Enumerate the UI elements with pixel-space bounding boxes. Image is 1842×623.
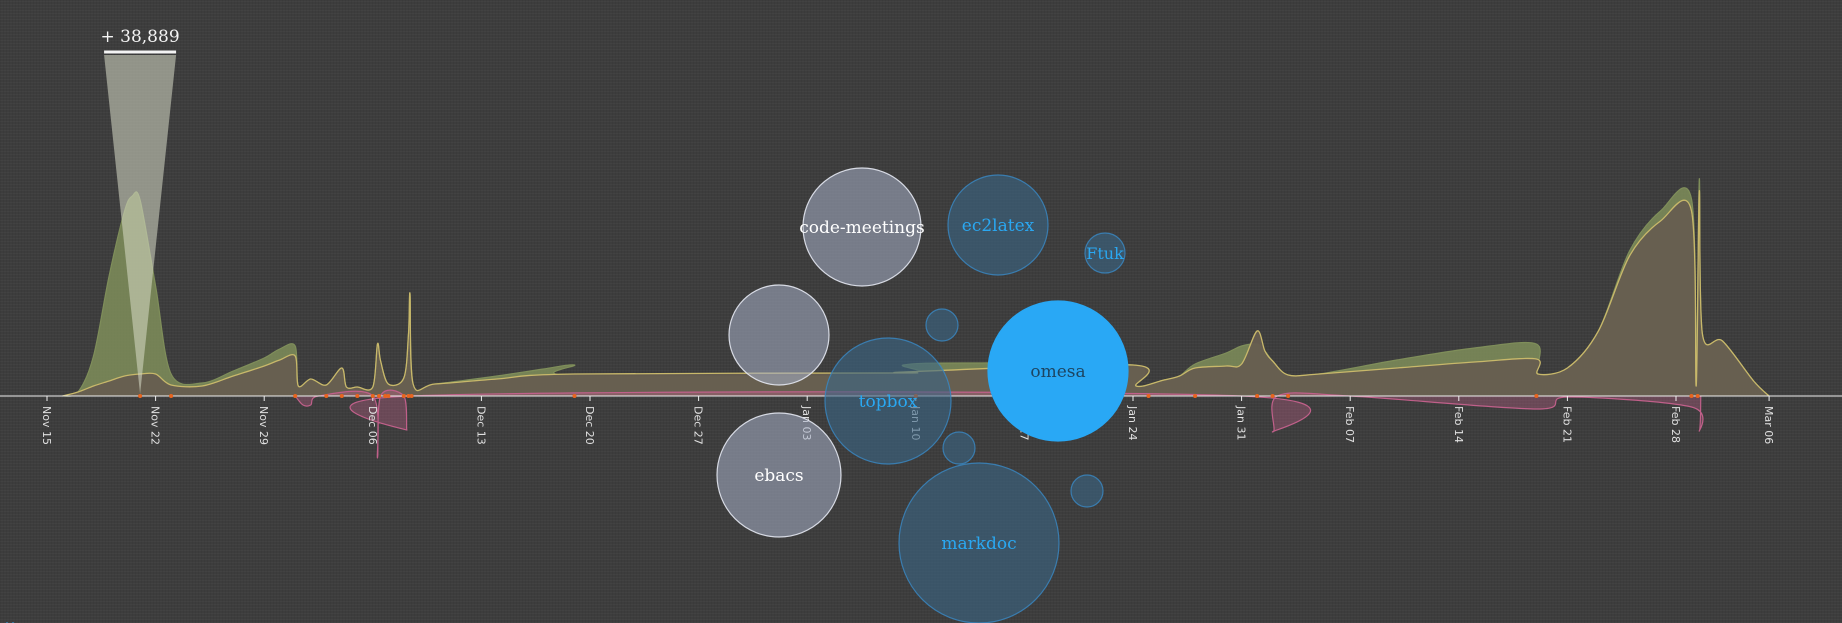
event-marker xyxy=(169,394,174,398)
area-fill-base-tan xyxy=(62,190,1770,396)
spike-highlight: + 38,889 xyxy=(101,27,180,394)
bubble-unlabeled[interactable] xyxy=(1070,474,1104,508)
event-marker xyxy=(355,394,360,398)
bubble-label-omesa: omesa xyxy=(1030,362,1085,382)
event-marker xyxy=(1193,394,1198,398)
spike-label: + 38,889 xyxy=(101,27,180,47)
event-marker xyxy=(1255,394,1260,398)
tick-label: Dec 27 xyxy=(692,406,705,445)
bubble-markdoc[interactable] xyxy=(898,462,1060,623)
corner-indicator xyxy=(4,615,18,623)
event-marker xyxy=(339,394,344,398)
event-marker xyxy=(324,394,329,398)
tick-label: Nov 29 xyxy=(257,406,270,445)
bubble-label-markdoc: markdoc xyxy=(941,534,1016,554)
bubble-label-topbox: topbox xyxy=(859,392,918,412)
bubble-ec2latex[interactable] xyxy=(947,174,1049,276)
event-marker xyxy=(377,394,381,398)
bubble-omesa[interactable] xyxy=(987,300,1129,442)
tick-label: Feb 07 xyxy=(1343,406,1356,443)
event-marker xyxy=(1689,394,1694,398)
bubble-ebacs[interactable] xyxy=(716,412,842,538)
bubble-label-ebacs: ebacs xyxy=(754,466,803,486)
tick-label: Mar 06 xyxy=(1762,406,1775,444)
tick-label: Feb 21 xyxy=(1560,406,1573,443)
tick-label: Feb 14 xyxy=(1452,406,1465,443)
tick-label: Nov 22 xyxy=(149,406,162,445)
bubble-label-Ftuk: Ftuk xyxy=(1086,244,1124,263)
tick-label: Dec 06 xyxy=(366,406,379,445)
event-marker xyxy=(572,394,577,398)
bubbles-group: code-meetings ec2latex Ftuk omesa topbox ebac… xyxy=(716,167,1129,623)
bubble-topbox[interactable] xyxy=(824,337,952,465)
bubble-unlabeled[interactable] xyxy=(925,308,959,342)
event-marker xyxy=(409,394,414,398)
event-marker xyxy=(370,394,375,398)
event-marker xyxy=(138,394,143,398)
bubble-label-ec2latex: ec2latex xyxy=(962,216,1035,236)
event-marker xyxy=(293,394,298,398)
bubble-label-code-meetings: code-meetings xyxy=(799,218,925,238)
tick-label: Feb 28 xyxy=(1669,406,1682,443)
event-marker xyxy=(383,394,388,398)
event-marker xyxy=(401,394,406,398)
event-marker xyxy=(1146,394,1151,398)
bubble-code-meetings[interactable] xyxy=(802,167,922,287)
event-marker xyxy=(1695,394,1700,398)
bubble-Ftuk[interactable] xyxy=(1084,232,1126,274)
tick-label: Dec 13 xyxy=(474,406,487,445)
bubble-unlabeled[interactable] xyxy=(942,431,976,465)
event-marker xyxy=(406,394,411,398)
event-marker xyxy=(386,394,391,398)
tick-label: Dec 20 xyxy=(583,406,596,445)
event-marker xyxy=(1534,394,1539,398)
bubble-unlabeled[interactable] xyxy=(728,284,830,386)
tick-label: Jan 24 xyxy=(1126,405,1139,440)
tick-label: Jan 31 xyxy=(1235,405,1248,440)
tick-label: Nov 15 xyxy=(40,406,53,445)
event-marker xyxy=(1270,394,1275,398)
event-marker xyxy=(1286,394,1291,398)
spike-cone xyxy=(104,55,177,394)
